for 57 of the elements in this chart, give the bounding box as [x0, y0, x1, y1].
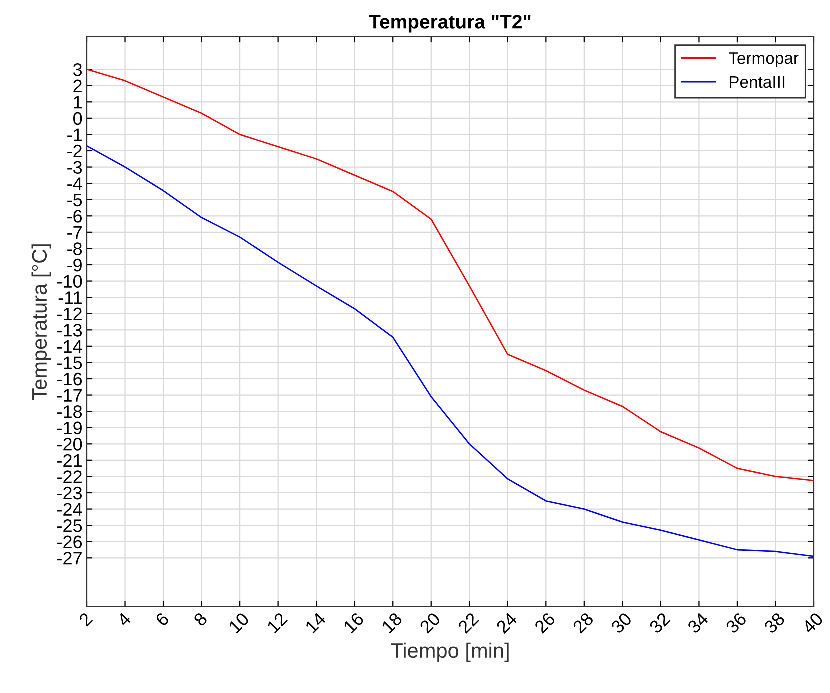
x-tick-label: 28: [572, 612, 594, 634]
x-tick-label: 24: [496, 612, 518, 634]
y-tick-label: -20: [58, 438, 82, 451]
x-tick-label: 34: [686, 612, 710, 634]
y-tick-label: -4: [68, 178, 82, 190]
x-tick-label: 18: [381, 612, 404, 634]
legend-label: Termopar: [728, 52, 799, 68]
y-tick-label: -8: [68, 242, 82, 256]
x-tick-label: 22: [458, 612, 480, 634]
legend-label: PentaIII: [730, 76, 785, 88]
y-tick-label: -21: [58, 454, 82, 467]
y-tick-label: -3: [68, 161, 82, 174]
x-tick-label: 36: [725, 612, 748, 634]
y-tick-label: -15: [58, 356, 82, 370]
x-tick-label: 10: [228, 612, 250, 634]
y-tick-label: 2: [74, 80, 82, 92]
y-tick-label: -24: [58, 503, 82, 516]
y-tick-label: -23: [58, 486, 82, 500]
y-tick-label: 0: [74, 112, 82, 126]
x-tick-label: 38: [764, 612, 786, 634]
x-tick-label: 14: [304, 612, 327, 634]
line-series: [87, 145, 814, 558]
x-tick-label: 4: [116, 612, 132, 628]
y-tick-label: -18: [58, 406, 82, 418]
x-tick-label: 30: [610, 612, 633, 634]
x-tick-label: 40: [802, 612, 824, 634]
chart-title: Temperatura "T2": [369, 15, 531, 33]
y-tick-label: 1: [74, 96, 82, 109]
x-tick-label: 12: [266, 612, 288, 634]
y-tick-label: -7: [68, 226, 82, 239]
y-tick-label: -9: [68, 258, 82, 272]
x-axis-title: Tiempo [min]: [391, 642, 509, 662]
y-tick-label: -16: [58, 372, 82, 386]
y-tick-label: -26: [58, 536, 82, 549]
y-tick-label: -22: [58, 470, 82, 484]
x-tick-label: 32: [648, 612, 671, 634]
y-tick-label: -25: [58, 520, 82, 532]
y-tick-label: -17: [58, 389, 82, 402]
x-tick-label: 6: [155, 612, 170, 627]
y-axis-title: Temperatura [°C]: [32, 244, 52, 400]
y-tick-label: -5: [68, 194, 82, 207]
y-tick-label: 3: [73, 64, 82, 76]
y-tick-label: -6: [68, 210, 82, 223]
x-tick-label: 26: [534, 612, 556, 634]
y-tick-label: -13: [58, 324, 82, 337]
y-tick-label: -1: [68, 128, 82, 142]
y-tick-label: -14: [58, 340, 82, 353]
y-tick-label: -19: [58, 422, 82, 435]
y-tick-label: -11: [58, 292, 82, 304]
y-tick-label: -27: [58, 552, 82, 565]
x-tick-label: 16: [343, 612, 365, 634]
line-series: [87, 68, 814, 482]
y-tick-label: -12: [58, 308, 82, 320]
y-tick-label: -10: [58, 275, 82, 288]
y-tick-label: -2: [68, 144, 82, 158]
x-tick-label: 8: [193, 612, 208, 628]
x-tick-label: 20: [419, 612, 442, 634]
